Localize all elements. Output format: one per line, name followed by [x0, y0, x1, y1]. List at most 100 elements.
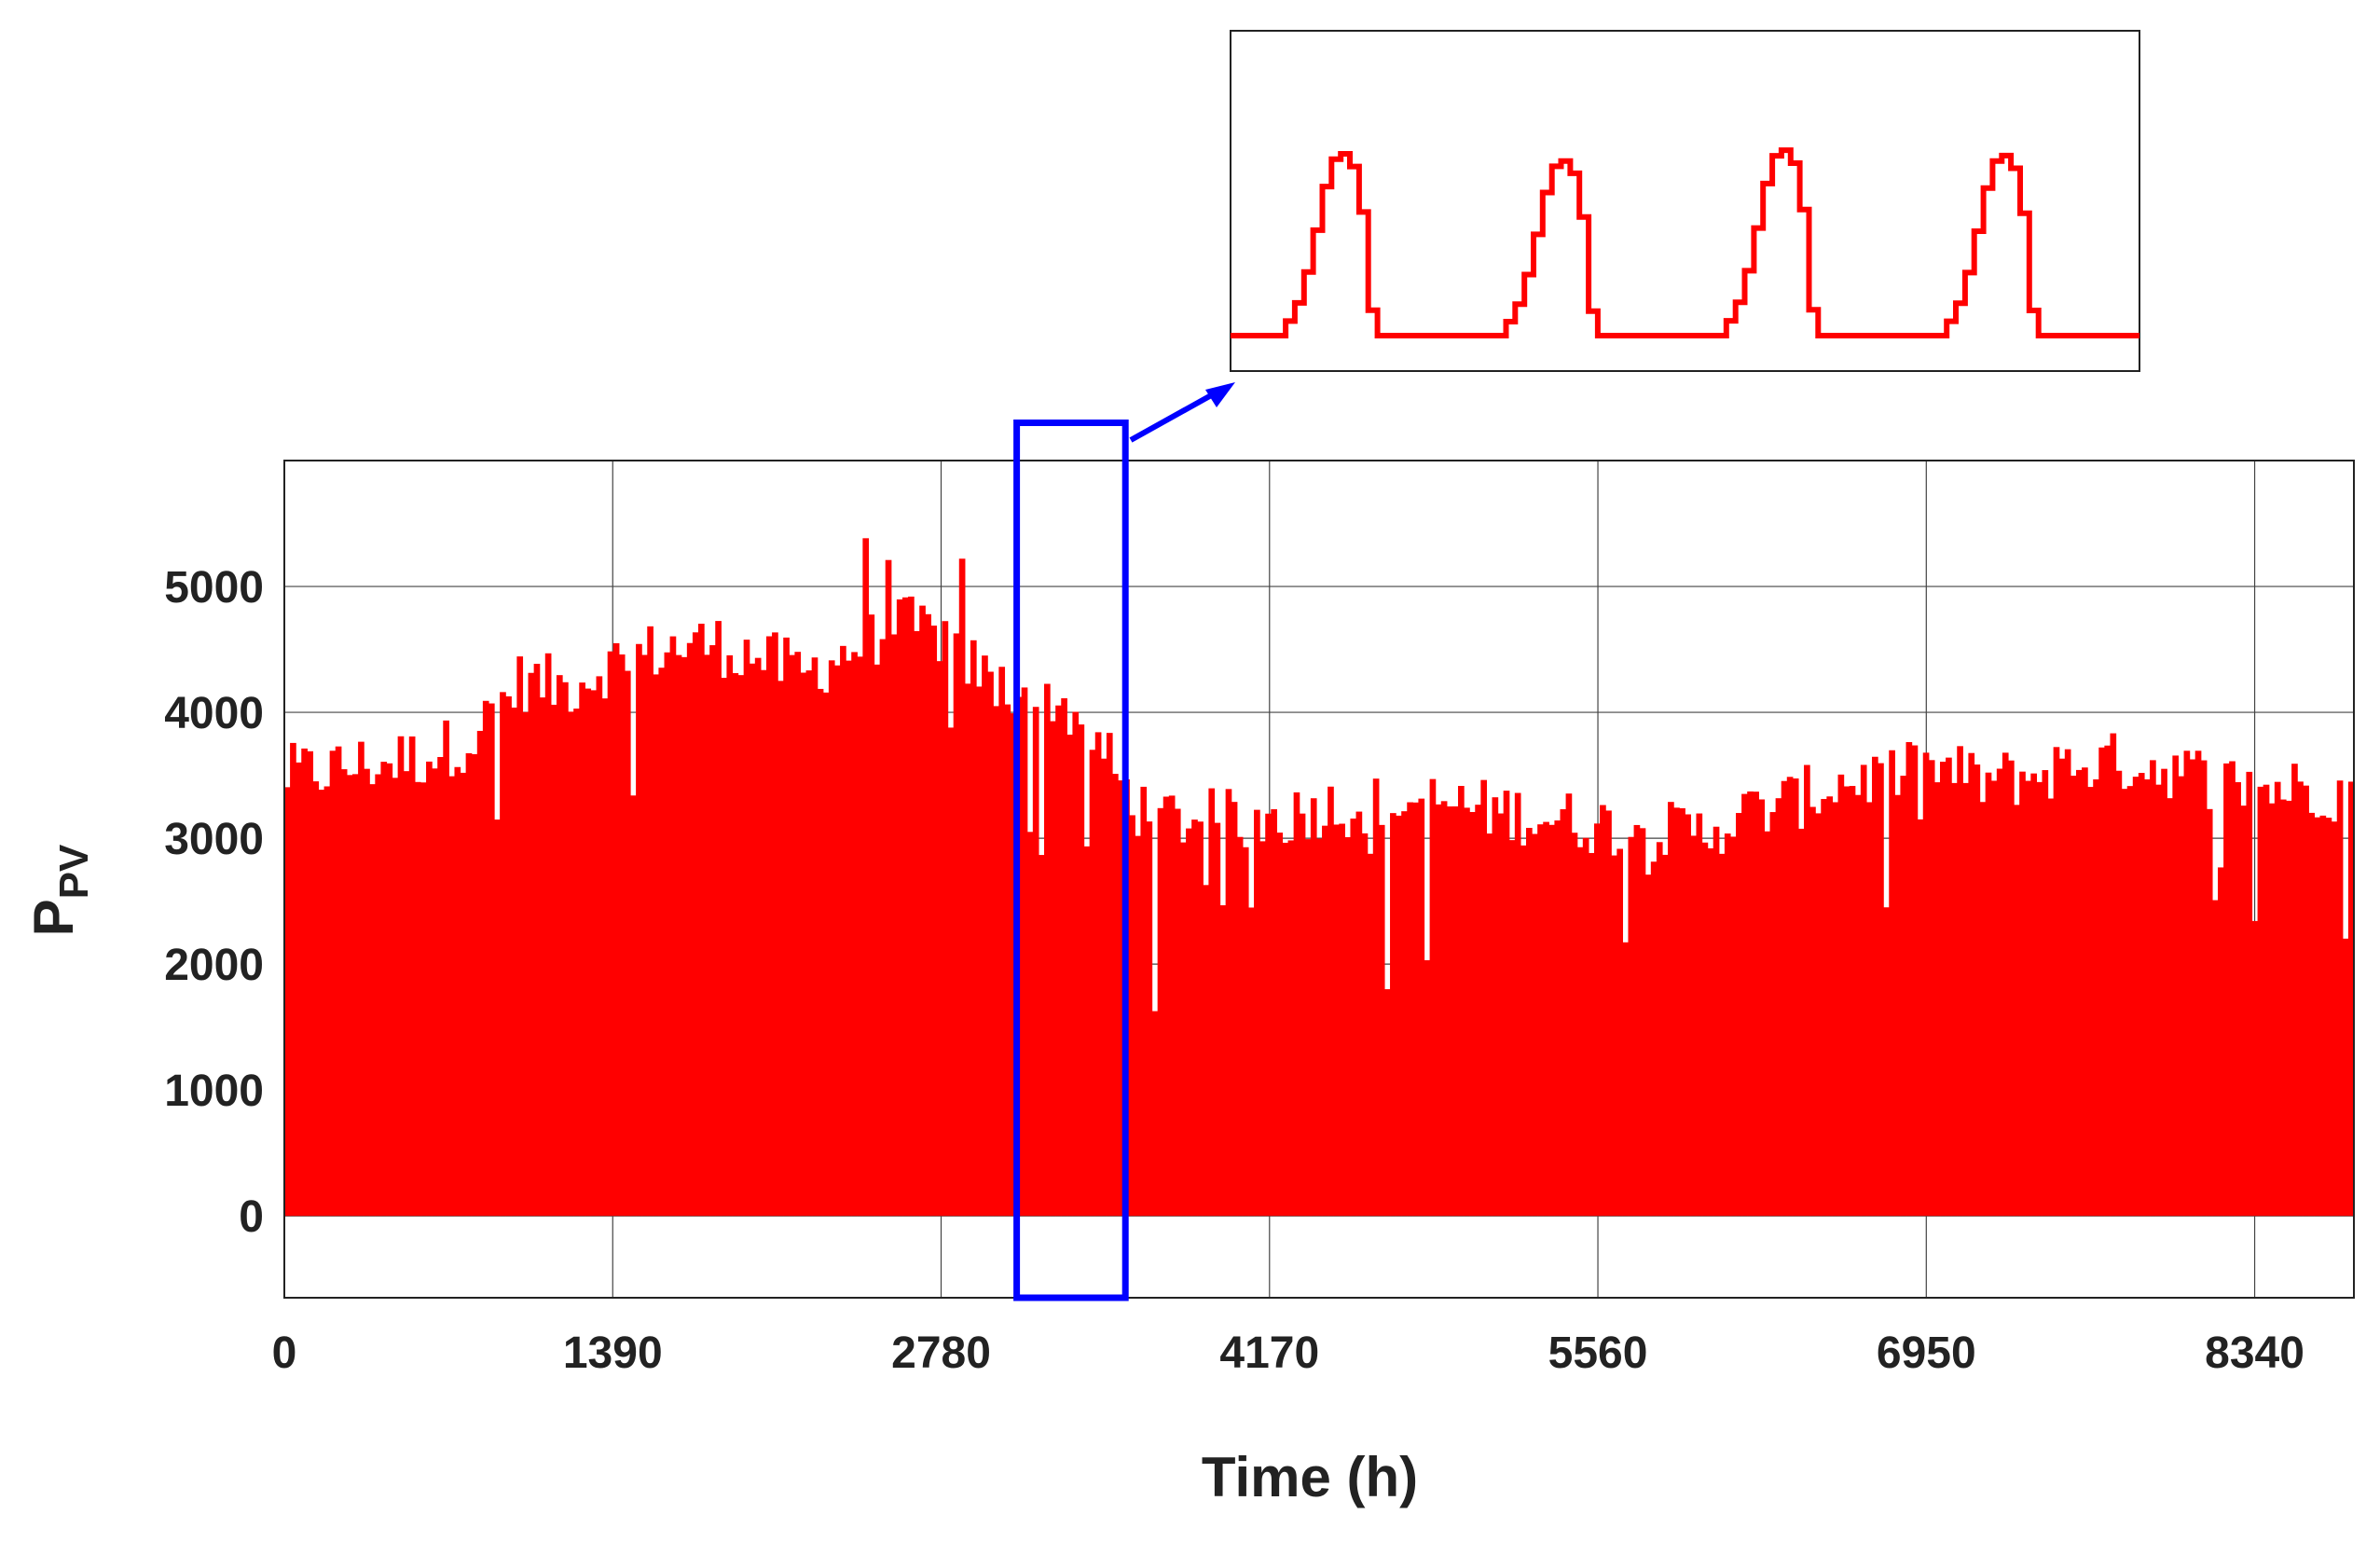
pv-bar: [1588, 852, 1595, 1217]
pv-bar: [624, 670, 631, 1217]
pv-bar: [2183, 750, 2191, 1217]
pv-bar: [851, 652, 858, 1217]
pv-bar: [2268, 803, 2276, 1217]
pv-bar: [1055, 705, 1062, 1217]
pv-bar: [840, 645, 846, 1217]
pv-bar: [585, 688, 592, 1217]
pv-bar: [1486, 833, 1493, 1217]
pv-bar: [765, 636, 773, 1217]
pv-bar: [1440, 801, 1448, 1217]
pv-bar: [2331, 821, 2338, 1217]
pv-bar: [2115, 770, 2123, 1217]
y-tick-label: 3000: [164, 815, 264, 864]
pv-bar: [1026, 832, 1034, 1217]
pv-bar: [1821, 799, 1827, 1217]
pv-bar: [403, 771, 410, 1217]
pv-bar: [1151, 1011, 1159, 1217]
pv-bar: [1883, 907, 1890, 1217]
pv-bar: [1247, 907, 1255, 1217]
pv-bar: [1769, 812, 1777, 1217]
pv-bar: [460, 772, 467, 1217]
pv-bar: [1928, 760, 1935, 1217]
pv-bar: [1469, 811, 1476, 1217]
pv-bar: [2297, 781, 2304, 1217]
y-tick-labels: 0 1000 2000 3000 4000 5000: [164, 563, 264, 1242]
pv-bar: [947, 727, 955, 1217]
pv-bar: [1532, 833, 1538, 1217]
y-tick-label: 2000: [164, 941, 264, 990]
y-axis-label-main: P: [22, 899, 85, 936]
pv-bar: [1520, 845, 1527, 1217]
pv-bar: [1225, 789, 1232, 1217]
pv-bar: [647, 626, 653, 1217]
pv-bar: [346, 775, 353, 1217]
pv-bar: [1412, 802, 1420, 1217]
pv-bar: [550, 704, 557, 1217]
pv-bar: [1299, 813, 1306, 1217]
x-tick-label: 5560: [1548, 1329, 1648, 1378]
pv-bar: [1304, 839, 1312, 1217]
pv-bar: [630, 795, 637, 1217]
inset-zoom-plot: [1230, 30, 2140, 372]
pv-bar: [1673, 807, 1680, 1217]
pv-bar: [1464, 807, 1470, 1217]
pv-bar: [1372, 778, 1380, 1217]
y-tick-label: 1000: [164, 1067, 264, 1116]
pv-bar: [1644, 874, 1652, 1217]
pv-bar: [721, 678, 728, 1217]
pv-bar: [1350, 819, 1357, 1217]
pv-bar: [2143, 778, 2151, 1217]
pv-bar: [885, 559, 892, 1217]
pv-bar: [448, 776, 456, 1217]
pv-bar: [1135, 835, 1142, 1217]
pv-bar: [1429, 778, 1437, 1217]
pv-bar: [1333, 824, 1340, 1217]
pv-bar: [942, 621, 949, 1217]
pv-bar: [1219, 905, 1227, 1217]
pv-bar: [340, 769, 348, 1217]
pv-bar: [1628, 836, 1635, 1217]
pv-bar: [709, 645, 716, 1217]
pv-bar: [1203, 885, 1209, 1217]
pv-bar: [1724, 833, 1731, 1217]
pv-bar: [1100, 758, 1107, 1217]
pv-bar: [1548, 824, 1556, 1217]
pv-bar: [1089, 750, 1096, 1217]
pv-bar: [1741, 793, 1748, 1217]
pv-bar: [636, 643, 642, 1217]
y-tick-label: 0: [239, 1192, 264, 1242]
pv-bar: [874, 664, 881, 1217]
y-tick-label: 4000: [164, 689, 264, 738]
pv-bar: [533, 664, 541, 1217]
pv-bar: [420, 782, 427, 1217]
pv-bar: [1815, 813, 1822, 1217]
pv-bar: [2155, 784, 2162, 1217]
pv-bar: [1259, 841, 1266, 1217]
pv-bar: [976, 686, 983, 1217]
pv-bar: [1265, 813, 1272, 1217]
pv-bar: [1050, 721, 1056, 1217]
pv-bar: [914, 630, 920, 1217]
pv-bar: [2325, 818, 2332, 1217]
pv-bar: [879, 639, 887, 1217]
pv-bar: [1339, 823, 1345, 1217]
pv-bar: [2167, 798, 2173, 1217]
pv-bar: [1208, 788, 1216, 1217]
pv-bar: [2263, 784, 2270, 1217]
pv-bar: [675, 654, 682, 1217]
pv-bar: [375, 774, 381, 1217]
pv-bar: [958, 558, 966, 1217]
pv-bar: [1401, 811, 1408, 1217]
pv-bar: [1865, 802, 1873, 1217]
pv-bar: [862, 538, 870, 1217]
pv-bar: [437, 756, 444, 1217]
pv-bar: [1231, 802, 1238, 1217]
pv-bar: [2336, 780, 2344, 1217]
pv-bar: [789, 654, 795, 1217]
pv-bar: [2058, 758, 2066, 1217]
pv-bar: [1315, 838, 1323, 1217]
pv-bar: [890, 634, 898, 1217]
pv-bar: [1962, 782, 1970, 1217]
pv-bar: [1951, 782, 1958, 1217]
